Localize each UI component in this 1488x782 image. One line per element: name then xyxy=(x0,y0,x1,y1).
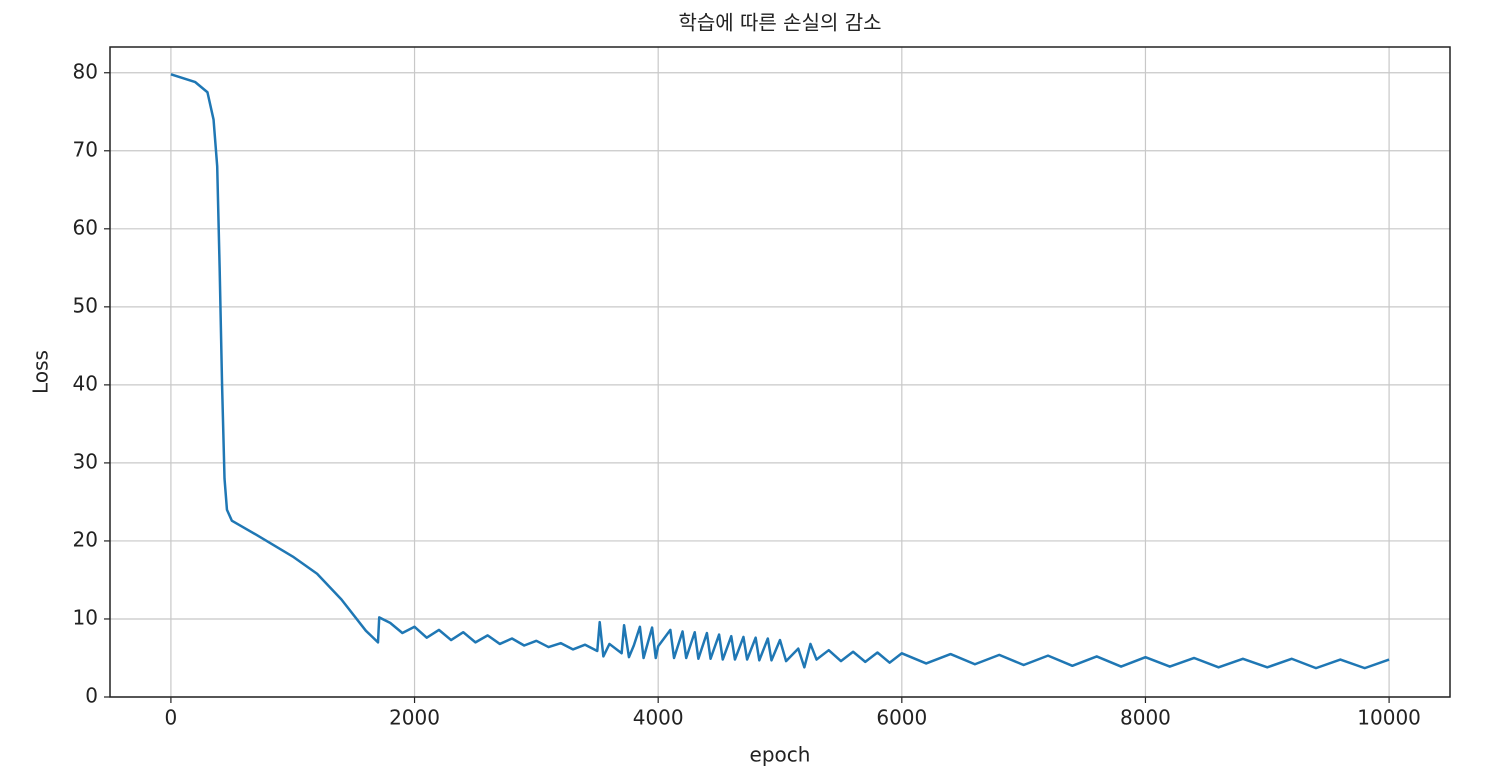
y-tick-label: 40 xyxy=(73,371,98,395)
y-tick-label: 50 xyxy=(73,293,98,317)
y-tick-label: 80 xyxy=(73,59,98,83)
y-tick-label: 20 xyxy=(73,527,98,551)
x-tick-label: 6000 xyxy=(876,706,927,730)
y-axis-label: Loss xyxy=(29,350,53,394)
x-tick-label: 10000 xyxy=(1357,706,1421,730)
x-tick-label: 0 xyxy=(165,706,178,730)
x-tick-label: 4000 xyxy=(633,706,684,730)
x-tick-label: 2000 xyxy=(389,706,440,730)
y-tick-label: 10 xyxy=(73,605,98,629)
x-tick-label: 8000 xyxy=(1120,706,1171,730)
plot-frame xyxy=(109,46,1451,698)
y-tick-label: 30 xyxy=(73,449,98,473)
y-tick-label: 70 xyxy=(73,137,98,161)
y-tick-label: 0 xyxy=(85,684,98,708)
chart-title: 학습에 따른 손실의 감소 xyxy=(678,11,881,35)
x-axis-label: epoch xyxy=(750,743,811,767)
line-series xyxy=(170,73,1390,670)
y-tick-label: 60 xyxy=(73,215,98,239)
